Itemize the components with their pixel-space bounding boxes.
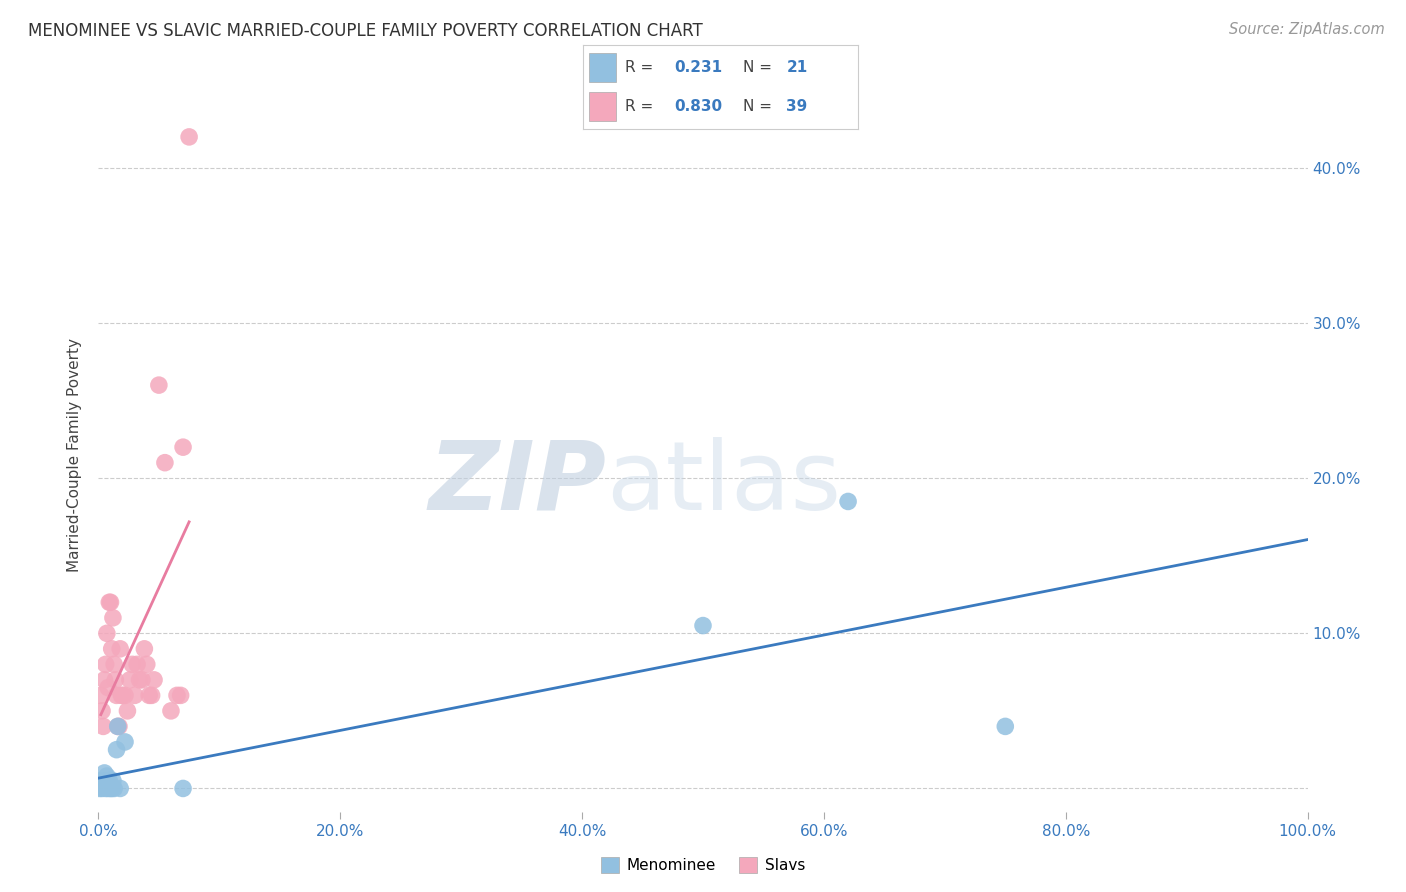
Point [117,704,139,718]
Text: N =: N = [742,60,776,75]
Point [143,673,166,687]
Point [93,673,115,687]
Point [166,689,188,703]
Point [103,781,125,796]
Point [141,689,163,703]
Point [105,689,128,703]
Point [153,456,176,470]
Point [96,626,118,640]
Point [100,781,122,796]
Text: 39: 39 [786,99,807,114]
Bar [589,92,616,120]
Point [138,689,160,703]
Point [91,781,114,796]
Text: ZIP: ZIP [429,437,606,530]
Point [105,742,128,756]
Text: Source: ZipAtlas.com: Source: ZipAtlas.com [1229,22,1385,37]
Point [108,781,131,796]
Point [169,689,191,703]
Text: 0.231: 0.231 [673,60,723,75]
Point [134,641,156,656]
Point [100,781,122,796]
Point [91,704,114,718]
Point [110,689,132,703]
Point [111,689,134,703]
Point [101,611,124,625]
Point [692,618,714,632]
Point [114,735,136,749]
Point [124,689,146,703]
Point [96,769,118,783]
Point [148,378,170,392]
Bar [589,54,616,82]
Text: atlas: atlas [606,437,841,530]
Point [103,657,125,672]
Legend: Menominee, Slavs: Menominee, Slavs [595,851,811,879]
Point [172,781,194,796]
Point [90,773,112,788]
Point [98,773,121,788]
Point [94,657,117,672]
Point [89,781,111,796]
Point [127,657,149,672]
Point [118,673,141,687]
Point [91,719,114,733]
Text: N =: N = [742,99,776,114]
Point [108,719,131,733]
Point [98,595,121,609]
Point [101,773,124,788]
Point [131,673,153,687]
Point [121,657,143,672]
Point [91,773,114,788]
Point [128,673,150,687]
Point [160,704,183,718]
Text: R =: R = [624,60,658,75]
Point [114,689,136,703]
Point [994,719,1017,733]
Point [837,494,859,508]
Point [94,781,117,796]
Text: 21: 21 [786,60,807,75]
Point [135,657,157,672]
Point [100,595,122,609]
Point [90,689,112,703]
Text: R =: R = [624,99,658,114]
Point [172,440,194,454]
Text: MENOMINEE VS SLAVIC MARRIED-COUPLE FAMILY POVERTY CORRELATION CHART: MENOMINEE VS SLAVIC MARRIED-COUPLE FAMIL… [28,22,703,40]
Point [97,681,120,695]
Text: 0.830: 0.830 [673,99,723,114]
Point [107,719,129,733]
Y-axis label: Married-Couple Family Poverty: Married-Couple Family Poverty [67,338,83,572]
Point [179,129,201,144]
Point [104,673,127,687]
Point [107,719,129,733]
Point [100,641,122,656]
Point [108,641,131,656]
Point [97,781,120,796]
Point [93,766,115,780]
